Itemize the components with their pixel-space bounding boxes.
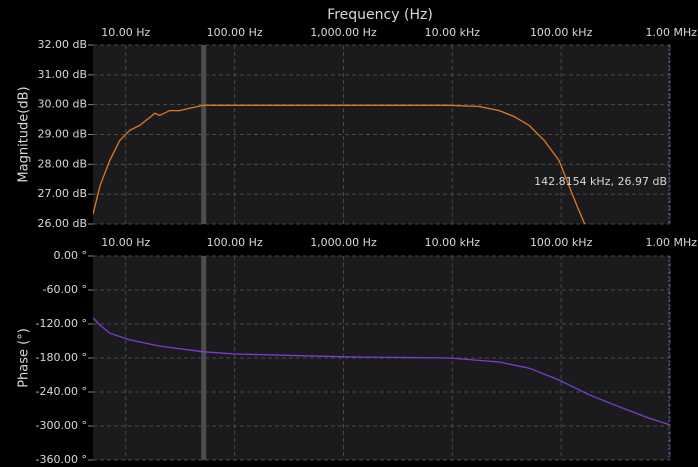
x-tick-label: 10.00 kHz — [425, 236, 481, 249]
y-tick-label: 0.00 ° — [54, 249, 88, 262]
y-tick-label: 30.00 dB — [37, 98, 87, 111]
y-tick-label: 31.00 dB — [37, 68, 87, 81]
y-tick-label: -240.00 ° — [36, 385, 87, 398]
y-tick-label: 26.00 dB — [37, 217, 87, 230]
x-tick-label: 100.00 kHz — [530, 26, 593, 39]
y-tick-label: 29.00 dB — [37, 128, 87, 141]
y-tick-label: -120.00 ° — [36, 317, 87, 330]
cursor-readout: 142.8154 kHz, 26.97 dB — [534, 175, 667, 188]
cursor — [201, 256, 207, 460]
y-tick-label: 28.00 dB — [37, 157, 87, 170]
x-tick-label: 100.00 Hz — [207, 26, 263, 39]
x-tick-label: 10.00 kHz — [425, 26, 481, 39]
y-tick-label: -300.00 ° — [36, 419, 87, 432]
y-tick-label: -60.00 ° — [43, 283, 87, 296]
x-tick-label: 1.00 MHz — [645, 236, 697, 249]
y-tick-label: -180.00 ° — [36, 351, 87, 364]
cursor — [201, 45, 207, 224]
y-tick-label: -360.00 ° — [36, 453, 87, 466]
x-tick-label: 1,000.00 Hz — [310, 26, 377, 39]
data-line — [93, 317, 670, 426]
x-tick-label: 10.00 Hz — [101, 236, 150, 249]
data-line — [93, 104, 586, 224]
x-tick-label: 1.00 MHz — [645, 26, 697, 39]
y-tick-label: 32.00 dB — [37, 38, 87, 51]
y-axis-label: Phase (°) — [17, 328, 32, 388]
chart-title: Frequency (Hz) — [327, 7, 433, 23]
x-tick-label: 100.00 Hz — [207, 236, 263, 249]
x-tick-label: 100.00 kHz — [530, 236, 593, 249]
x-tick-label: 10.00 Hz — [101, 26, 150, 39]
x-tick-label: 1,000.00 Hz — [310, 236, 377, 249]
y-tick-label: 27.00 dB — [37, 187, 87, 200]
y-axis-label: Magnitude(dB) — [17, 86, 32, 182]
